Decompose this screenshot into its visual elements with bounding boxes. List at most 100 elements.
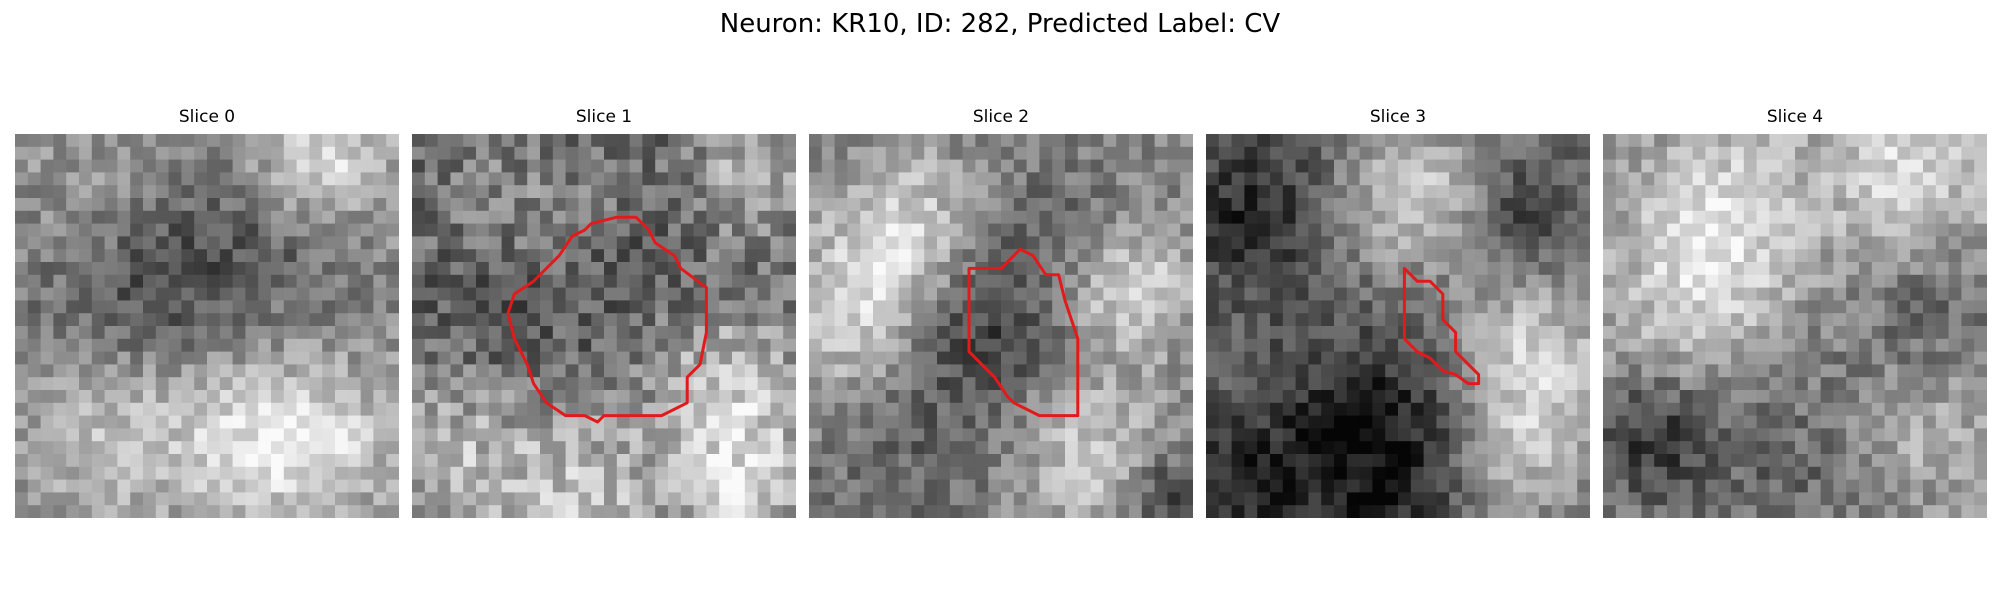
- pixel: [1526, 249, 1540, 263]
- pixel: [1795, 441, 1809, 455]
- pixel: [1436, 454, 1450, 468]
- pixel: [1884, 300, 1898, 314]
- pixel: [1436, 441, 1450, 455]
- pixel: [937, 428, 951, 442]
- pixel: [1167, 428, 1181, 442]
- pixel: [514, 146, 528, 161]
- pixel: [1065, 364, 1079, 378]
- pixel: [463, 492, 477, 506]
- pixel: [1628, 300, 1642, 314]
- pixel: [1833, 377, 1847, 391]
- pixel: [476, 428, 490, 442]
- pixel: [809, 402, 823, 417]
- pixel: [155, 505, 170, 518]
- pixel: [501, 274, 515, 289]
- pixel: [629, 185, 643, 199]
- pixel: [706, 338, 720, 353]
- pixel: [1167, 236, 1181, 250]
- pixel: [1833, 326, 1847, 340]
- pixel: [130, 338, 144, 353]
- pixel: [1206, 134, 1220, 148]
- pixel: [834, 210, 848, 225]
- pixel: [1859, 198, 1873, 212]
- pixel: [450, 223, 464, 237]
- pixel: [309, 415, 323, 429]
- pixel: [1667, 479, 1681, 493]
- pixel: [450, 428, 464, 442]
- pixel: [322, 313, 336, 327]
- pixel: [91, 223, 106, 237]
- pixel: [1001, 428, 1015, 442]
- pixel: [1334, 454, 1348, 468]
- pixel: [373, 159, 387, 173]
- pixel: [1077, 300, 1092, 314]
- pixel: [232, 223, 246, 237]
- pixel: [1436, 415, 1450, 429]
- pixel: [1321, 390, 1335, 404]
- pixel: [1910, 287, 1924, 301]
- pixel: [706, 351, 720, 365]
- pixel: [168, 274, 182, 289]
- pixel: [1859, 185, 1873, 199]
- pixel: [1628, 351, 1642, 365]
- pixel: [1141, 313, 1156, 327]
- pixel: [360, 415, 374, 429]
- pixel: [27, 390, 42, 404]
- pixel: [219, 262, 234, 276]
- pixel: [911, 287, 925, 301]
- pixel: [15, 364, 29, 378]
- pixel: [1538, 390, 1553, 404]
- pixel: [232, 134, 246, 148]
- pixel: [552, 390, 567, 404]
- pixel: [693, 236, 707, 250]
- pixel: [219, 185, 234, 199]
- pixel: [1782, 249, 1796, 263]
- pixel: [565, 492, 579, 506]
- pixel: [1513, 287, 1527, 301]
- pixel: [1603, 159, 1617, 173]
- pixel: [578, 274, 592, 289]
- pixel: [911, 146, 925, 161]
- pixel: [591, 300, 605, 314]
- pixel: [501, 159, 515, 173]
- pixel: [296, 223, 310, 237]
- pixel: [680, 466, 695, 481]
- pixel: [719, 262, 733, 276]
- pixel: [53, 466, 67, 481]
- pixel: [937, 236, 951, 250]
- pixel: [1603, 364, 1617, 378]
- pixel: [488, 505, 503, 518]
- pixel: [988, 492, 1002, 506]
- pixel: [219, 198, 234, 212]
- pixel: [1334, 441, 1348, 455]
- pixel: [1718, 236, 1732, 250]
- pixel: [322, 134, 336, 148]
- pixel: [1398, 198, 1412, 212]
- pixel: [1756, 159, 1770, 173]
- pixel: [1090, 223, 1104, 237]
- pixel: [1321, 223, 1335, 237]
- pixel: [476, 274, 490, 289]
- pixel: [1667, 390, 1681, 404]
- pixel: [1743, 146, 1758, 161]
- pixel: [1923, 428, 1937, 442]
- pixel: [437, 274, 451, 289]
- pixel: [1116, 415, 1130, 429]
- pixel: [1500, 466, 1514, 481]
- pixel: [527, 351, 541, 365]
- pixel: [1474, 313, 1489, 327]
- pixel: [79, 441, 93, 455]
- pixel: [706, 441, 720, 455]
- pixel: [1948, 402, 1962, 417]
- pixel: [770, 262, 784, 276]
- pixel: [1244, 313, 1258, 327]
- pixel: [91, 326, 106, 340]
- pixel: [1500, 185, 1514, 199]
- pixel: [271, 274, 285, 289]
- pixel: [1615, 441, 1630, 455]
- pixel: [476, 300, 490, 314]
- pixel: [1807, 492, 1822, 506]
- pixel: [360, 428, 374, 442]
- pixel: [1910, 492, 1924, 506]
- pixel: [1731, 172, 1745, 186]
